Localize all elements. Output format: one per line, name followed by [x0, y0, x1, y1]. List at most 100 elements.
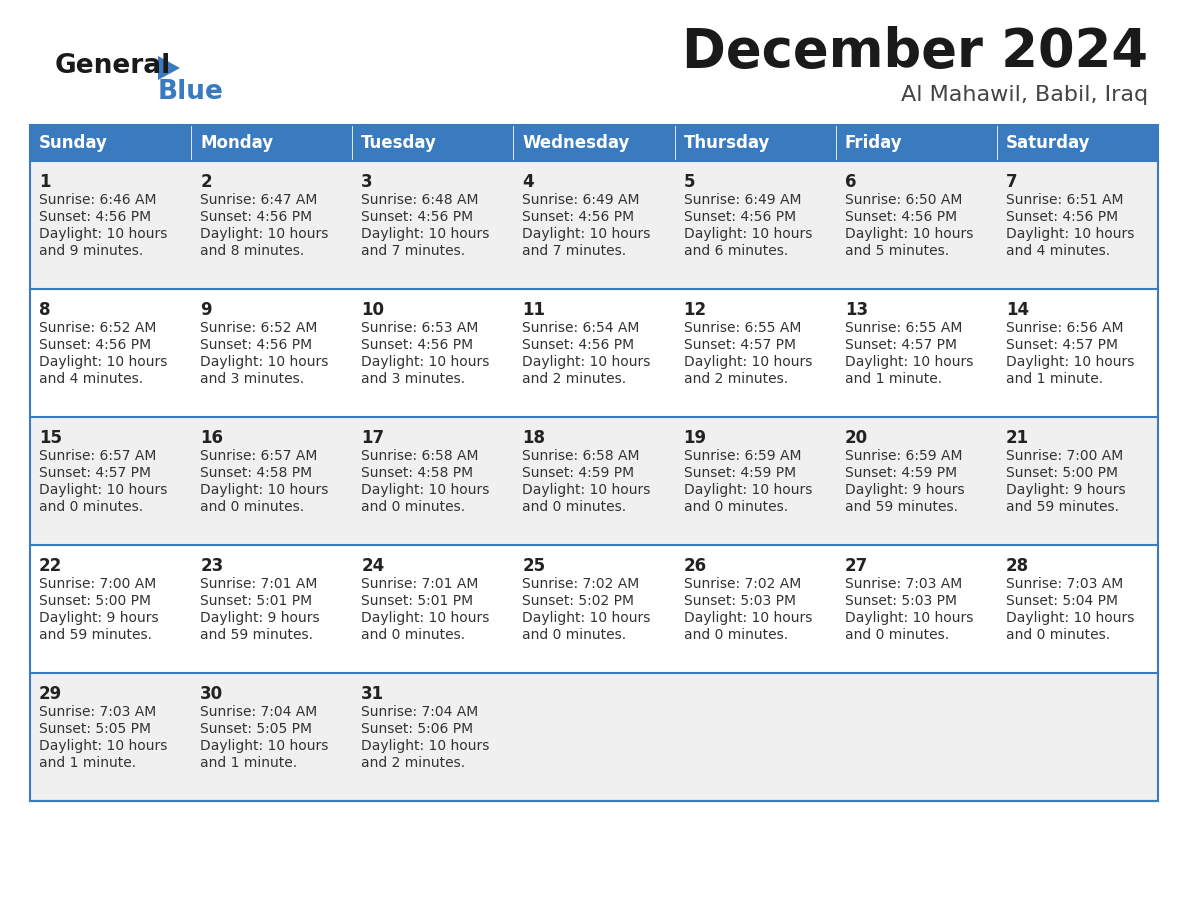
Text: Sunset: 5:05 PM: Sunset: 5:05 PM [39, 722, 151, 736]
Text: and 59 minutes.: and 59 minutes. [200, 628, 314, 642]
Text: Sunset: 5:04 PM: Sunset: 5:04 PM [1006, 594, 1118, 608]
Text: and 5 minutes.: and 5 minutes. [845, 244, 949, 258]
Text: Sunrise: 6:48 AM: Sunrise: 6:48 AM [361, 193, 479, 207]
Text: Sunset: 5:02 PM: Sunset: 5:02 PM [523, 594, 634, 608]
Text: Daylight: 10 hours: Daylight: 10 hours [200, 227, 329, 241]
Text: and 9 minutes.: and 9 minutes. [39, 244, 144, 258]
Text: 1: 1 [39, 173, 51, 191]
Bar [835, 125, 997, 161]
Text: Blue: Blue [158, 79, 223, 105]
Text: 14: 14 [1006, 301, 1029, 319]
Text: Wednesday: Wednesday [523, 134, 630, 152]
Text: 29: 29 [39, 685, 62, 703]
Text: Sunset: 4:56 PM: Sunset: 4:56 PM [200, 210, 312, 224]
Bar [191, 125, 353, 161]
Text: and 1 minute.: and 1 minute. [845, 372, 942, 386]
Text: Sunset: 5:01 PM: Sunset: 5:01 PM [200, 594, 312, 608]
Text: and 59 minutes.: and 59 minutes. [1006, 500, 1119, 514]
Text: and 0 minutes.: and 0 minutes. [1006, 628, 1110, 642]
Text: 19: 19 [683, 429, 707, 447]
Text: Sunset: 4:56 PM: Sunset: 4:56 PM [361, 210, 473, 224]
Text: Sunrise: 6:55 AM: Sunrise: 6:55 AM [845, 321, 962, 335]
Text: and 4 minutes.: and 4 minutes. [39, 372, 143, 386]
Text: 12: 12 [683, 301, 707, 319]
Text: Sunset: 5:05 PM: Sunset: 5:05 PM [200, 722, 312, 736]
Text: Friday: Friday [845, 134, 903, 152]
Text: Sunrise: 6:53 AM: Sunrise: 6:53 AM [361, 321, 479, 335]
Text: Daylight: 9 hours: Daylight: 9 hours [39, 611, 159, 625]
Text: and 1 minute.: and 1 minute. [1006, 372, 1102, 386]
Text: and 4 minutes.: and 4 minutes. [1006, 244, 1110, 258]
Text: 25: 25 [523, 557, 545, 575]
Text: Sunset: 4:59 PM: Sunset: 4:59 PM [523, 466, 634, 480]
Text: 20: 20 [845, 429, 868, 447]
Text: 28: 28 [1006, 557, 1029, 575]
Bar [675, 125, 835, 161]
Text: 4: 4 [523, 173, 535, 191]
Text: Sunrise: 7:00 AM: Sunrise: 7:00 AM [39, 577, 157, 591]
Text: Sunset: 4:56 PM: Sunset: 4:56 PM [200, 338, 312, 352]
Text: Al Mahawil, Babil, Iraq: Al Mahawil, Babil, Iraq [901, 85, 1148, 105]
Bar [30, 545, 1158, 673]
Text: and 1 minute.: and 1 minute. [39, 756, 137, 770]
Text: and 7 minutes.: and 7 minutes. [523, 244, 626, 258]
Text: Daylight: 10 hours: Daylight: 10 hours [1006, 611, 1135, 625]
Polygon shape [158, 56, 181, 80]
Text: Sunset: 4:56 PM: Sunset: 4:56 PM [39, 210, 151, 224]
Bar [30, 161, 1158, 289]
Text: Daylight: 10 hours: Daylight: 10 hours [845, 355, 973, 369]
Text: Sunrise: 6:59 AM: Sunrise: 6:59 AM [845, 449, 962, 463]
Text: and 0 minutes.: and 0 minutes. [845, 628, 949, 642]
Text: and 2 minutes.: and 2 minutes. [361, 756, 466, 770]
Text: Sunset: 4:56 PM: Sunset: 4:56 PM [361, 338, 473, 352]
Bar [30, 289, 1158, 417]
Text: Sunrise: 6:57 AM: Sunrise: 6:57 AM [200, 449, 317, 463]
Text: Sunrise: 6:54 AM: Sunrise: 6:54 AM [523, 321, 640, 335]
Text: Sunrise: 6:56 AM: Sunrise: 6:56 AM [1006, 321, 1124, 335]
Text: 18: 18 [523, 429, 545, 447]
Text: December 2024: December 2024 [682, 26, 1148, 78]
Text: and 0 minutes.: and 0 minutes. [39, 500, 143, 514]
Text: Daylight: 10 hours: Daylight: 10 hours [523, 227, 651, 241]
Bar [997, 125, 1158, 161]
Text: Daylight: 10 hours: Daylight: 10 hours [361, 355, 489, 369]
Text: and 0 minutes.: and 0 minutes. [683, 628, 788, 642]
Text: and 0 minutes.: and 0 minutes. [200, 500, 304, 514]
Text: Daylight: 10 hours: Daylight: 10 hours [683, 227, 811, 241]
Text: Daylight: 9 hours: Daylight: 9 hours [845, 483, 965, 497]
Text: and 1 minute.: and 1 minute. [200, 756, 297, 770]
Text: Sunrise: 7:03 AM: Sunrise: 7:03 AM [1006, 577, 1123, 591]
Text: Sunset: 4:59 PM: Sunset: 4:59 PM [845, 466, 956, 480]
Text: and 0 minutes.: and 0 minutes. [361, 500, 466, 514]
Text: Daylight: 10 hours: Daylight: 10 hours [361, 739, 489, 753]
Text: 7: 7 [1006, 173, 1017, 191]
Text: Daylight: 10 hours: Daylight: 10 hours [361, 227, 489, 241]
Text: Sunset: 4:56 PM: Sunset: 4:56 PM [523, 210, 634, 224]
Text: and 8 minutes.: and 8 minutes. [200, 244, 304, 258]
Bar [513, 125, 675, 161]
Text: Daylight: 10 hours: Daylight: 10 hours [200, 355, 329, 369]
Text: Sunrise: 7:00 AM: Sunrise: 7:00 AM [1006, 449, 1123, 463]
Text: Sunrise: 6:49 AM: Sunrise: 6:49 AM [523, 193, 640, 207]
Text: Daylight: 10 hours: Daylight: 10 hours [683, 355, 811, 369]
Text: Daylight: 10 hours: Daylight: 10 hours [1006, 355, 1135, 369]
Text: 10: 10 [361, 301, 384, 319]
Text: and 6 minutes.: and 6 minutes. [683, 244, 788, 258]
Text: Sunrise: 6:57 AM: Sunrise: 6:57 AM [39, 449, 157, 463]
Text: Sunrise: 7:01 AM: Sunrise: 7:01 AM [361, 577, 479, 591]
Text: 22: 22 [39, 557, 62, 575]
Text: Sunset: 4:57 PM: Sunset: 4:57 PM [1006, 338, 1118, 352]
Text: Thursday: Thursday [683, 134, 770, 152]
Text: Daylight: 9 hours: Daylight: 9 hours [1006, 483, 1125, 497]
Text: Sunrise: 6:50 AM: Sunrise: 6:50 AM [845, 193, 962, 207]
Text: Daylight: 10 hours: Daylight: 10 hours [39, 227, 168, 241]
Text: Sunset: 5:00 PM: Sunset: 5:00 PM [39, 594, 151, 608]
Text: Sunrise: 6:49 AM: Sunrise: 6:49 AM [683, 193, 801, 207]
Text: Daylight: 9 hours: Daylight: 9 hours [200, 611, 320, 625]
Text: Sunset: 5:00 PM: Sunset: 5:00 PM [1006, 466, 1118, 480]
Text: Daylight: 10 hours: Daylight: 10 hours [523, 483, 651, 497]
Text: Sunset: 5:06 PM: Sunset: 5:06 PM [361, 722, 473, 736]
Text: 13: 13 [845, 301, 868, 319]
Text: and 0 minutes.: and 0 minutes. [361, 628, 466, 642]
Text: Sunrise: 7:04 AM: Sunrise: 7:04 AM [361, 705, 479, 719]
